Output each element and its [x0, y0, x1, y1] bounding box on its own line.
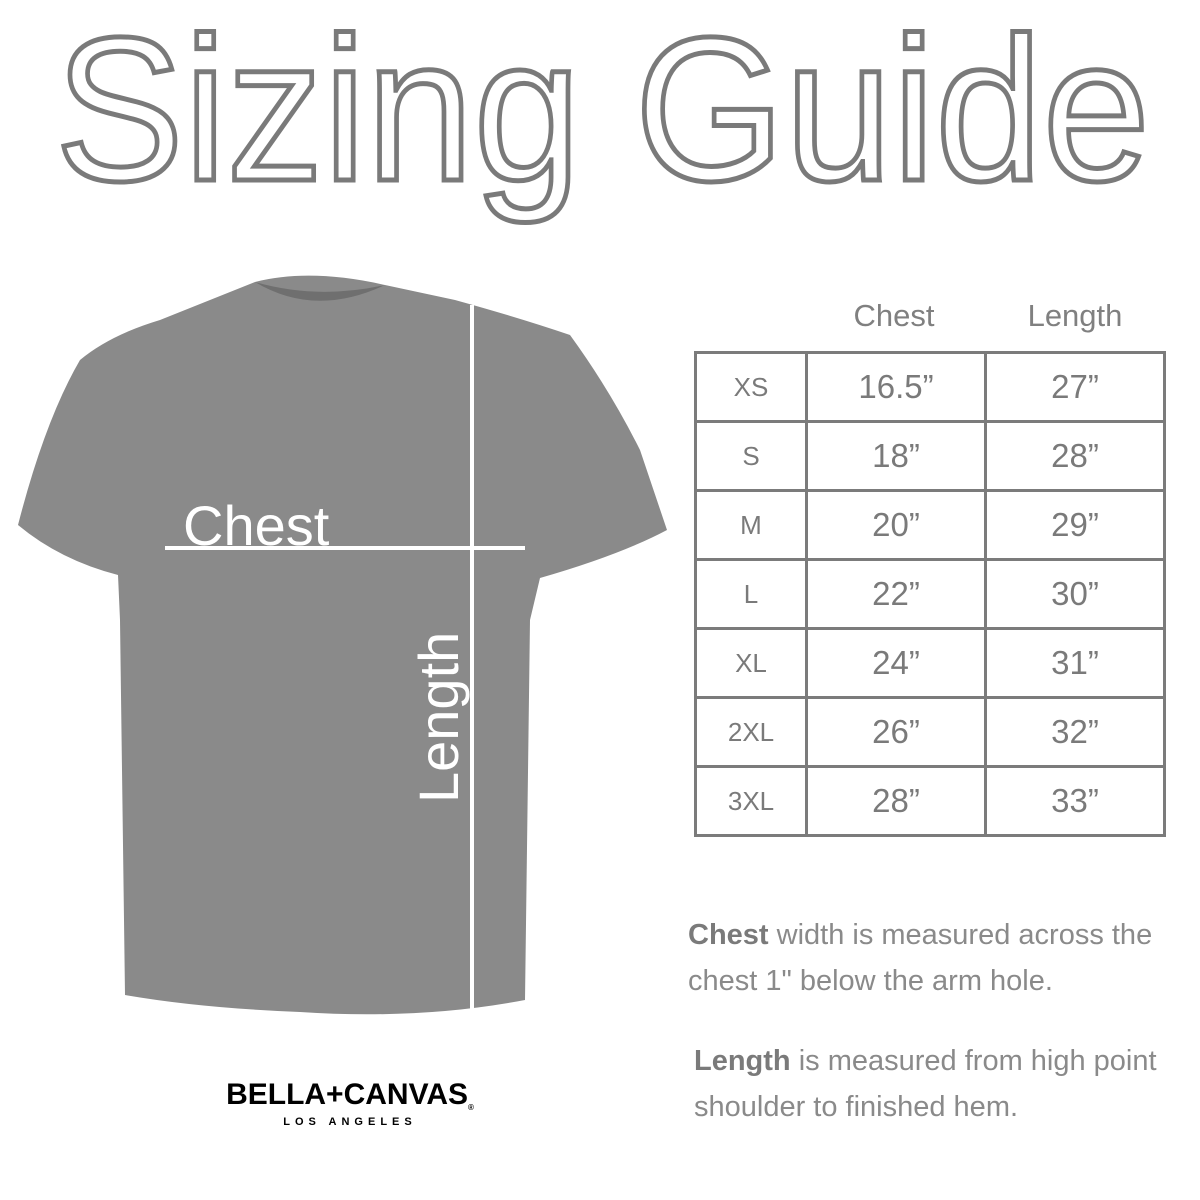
cell-length: 28”: [984, 420, 1166, 492]
cell-size: M: [694, 489, 808, 561]
cell-chest: 18”: [805, 420, 987, 492]
table-row: 2XL 26” 32”: [694, 696, 1166, 768]
size-table: XS 16.5” 27” S 18” 28” M 20” 29” L 22” 30” XL 24” 31” 2…: [694, 351, 1166, 837]
cell-length: 33”: [984, 765, 1166, 837]
tshirt-illustration: Chest Length: [18, 275, 667, 1015]
table-row: 3XL 28” 33”: [694, 765, 1166, 837]
cell-length: 32”: [984, 696, 1166, 768]
cell-length: 29”: [984, 489, 1166, 561]
chest-note-bold: Chest: [688, 919, 769, 951]
cell-size: 3XL: [694, 765, 808, 837]
cell-length: 27”: [984, 351, 1166, 423]
collar: [255, 282, 385, 301]
page-title: Sizing Guide: [53, 0, 1153, 227]
cell-chest: 28”: [805, 765, 987, 837]
cell-length: 31”: [984, 627, 1166, 699]
cell-size: XL: [694, 627, 808, 699]
tshirt-shape: [18, 275, 667, 1015]
cell-size: L: [694, 558, 808, 630]
cell-chest: 20”: [805, 489, 987, 561]
brand-logo: BELLA+CANVAS® LOS ANGELES: [195, 1068, 505, 1140]
length-label: Length: [407, 632, 470, 803]
length-note-text: is measured from high point shoulder to …: [694, 1045, 1157, 1123]
cell-size: XS: [694, 351, 808, 423]
chest-label: Chest: [183, 494, 330, 557]
table-row: XS 16.5” 27”: [694, 351, 1166, 423]
header-chest: Chest: [853, 298, 935, 333]
cell-length: 30”: [984, 558, 1166, 630]
cell-chest: 16.5”: [805, 351, 987, 423]
cell-chest: 26”: [805, 696, 987, 768]
title-text: Sizing Guide: [55, 0, 1150, 224]
logo-brand: BELLA+CANVAS®: [226, 1078, 474, 1112]
table-row: XL 24” 31”: [694, 627, 1166, 699]
table-row: L 22” 30”: [694, 558, 1166, 630]
cell-size: 2XL: [694, 696, 808, 768]
chest-note: Chest width is measured across the chest…: [688, 912, 1188, 1004]
chest-note-text: width is measured across the chest 1" be…: [688, 919, 1153, 997]
table-row: M 20” 29”: [694, 489, 1166, 561]
cell-chest: 22”: [805, 558, 987, 630]
length-note-bold: Length: [694, 1045, 791, 1077]
logo-city: LOS ANGELES: [283, 1116, 417, 1128]
cell-chest: 24”: [805, 627, 987, 699]
header-length: Length: [1027, 298, 1123, 333]
length-note: Length is measured from high point shoul…: [694, 1038, 1194, 1130]
table-row: S 18” 28”: [694, 420, 1166, 492]
cell-size: S: [694, 420, 808, 492]
